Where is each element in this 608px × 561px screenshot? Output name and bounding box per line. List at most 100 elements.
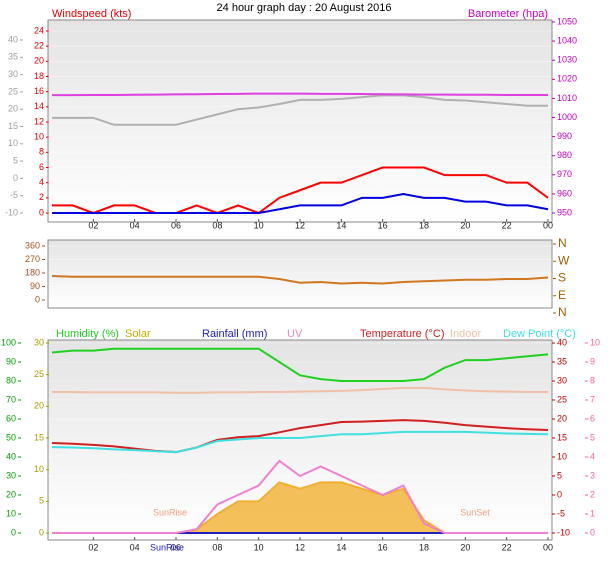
panel-background [47,19,553,223]
y-tick-label: 9 [590,356,595,366]
x-tick-label: 14 [336,542,346,552]
x-tick-label: 14 [336,220,346,230]
y-tick-label: 90 [30,281,40,291]
series-line [52,459,548,534]
x-tick-label: 22 [502,542,512,552]
y-tick-label: 14 [34,101,44,111]
y-tick-label: 960 [557,188,572,198]
y-tick-label: 2 [590,489,595,499]
series-line [51,430,549,454]
y-tick-label: 22 [34,41,44,51]
x-tick-label: 08 [212,220,222,230]
y-tick-label: 40 [8,34,18,44]
y-tick-label: 990 [557,131,572,141]
y-tick-label: -5 [10,190,18,200]
y-tick-label: 970 [557,169,572,179]
graph-title: 24 hour graph day : 20 August 2016 [217,2,392,14]
y-tick-label: 0 [39,207,44,217]
y-tick-label: 10 [557,451,567,461]
y-tick-label: 30 [557,375,567,385]
y-tick-label: 180 [25,267,40,277]
series-line [51,347,549,382]
y-tick-label: 15 [34,432,44,442]
y-tick-label: 35 [557,356,567,366]
axis-label: Barometer (hpa) [468,8,548,20]
x-tick-label: 10 [254,220,264,230]
y-tick-label: 3 [590,470,595,480]
series-line [52,193,549,214]
x-tick-label: 06 [171,542,181,552]
x-tick-label: 18 [419,220,429,230]
y-tick-label: 10 [590,337,600,347]
y-tick-label: 10 [8,138,18,148]
y-tick-label: 1040 [557,35,577,45]
annotation: SunRise [153,507,187,517]
y-tick-label: 2 [39,192,44,202]
panel-background [47,239,553,309]
legend-label: UV [287,328,303,340]
y-tick-label: E [558,288,566,302]
x-tick-label: 04 [130,220,140,230]
x-tick-label: 18 [419,542,429,552]
x-tick-label: 12 [295,220,305,230]
y-tick-label: 15 [557,432,567,442]
x-tick-label: 20 [460,220,470,230]
y-tick-label: 35 [8,52,18,62]
series-line [52,92,548,97]
y-tick-label: 8 [590,375,595,385]
y-tick-label: 50 [6,432,16,442]
y-tick-label: 100 [1,337,16,347]
y-tick-label: 40 [557,337,567,347]
series-line [52,166,549,215]
y-tick-label: 7 [590,394,595,404]
x-tick-label: 08 [212,542,222,552]
y-tick-label: 5 [590,432,595,442]
y-tick-label: 4 [39,177,44,187]
y-tick-label: 25 [34,369,44,379]
y-tick-label: 80 [6,375,16,385]
y-tick-label: 25 [8,86,18,96]
x-tick-label: 22 [502,220,512,230]
x-tick-label: 16 [378,220,388,230]
y-tick-label: 1000 [557,112,577,122]
y-tick-label: 5 [557,470,562,480]
y-tick-label: 8 [39,147,44,157]
y-tick-label: 25 [557,394,567,404]
annotation: SunSet [460,507,490,517]
y-tick-label: 1 [590,508,595,518]
series-line [51,419,549,454]
y-tick-label: N [558,236,567,250]
x-tick-label: 04 [130,542,140,552]
y-tick-label: 10 [34,464,44,474]
y-tick-label: 90 [6,356,16,366]
y-tick-label: W [558,253,570,267]
y-tick-label: 20 [6,489,16,499]
y-tick-label: 15 [8,121,18,131]
y-tick-label: 950 [557,207,572,217]
legend-label: Solar [125,328,151,340]
y-tick-label: 30 [34,337,44,347]
x-tick-label: 12 [295,542,305,552]
y-tick-label: 0 [35,294,40,304]
annotation: SunRise [150,542,184,552]
y-tick-label: 6 [39,162,44,172]
y-tick-label: N [558,305,567,319]
y-tick-label: 1010 [557,93,577,103]
x-tick-label: 10 [254,542,264,552]
y-tick-label: -5 [557,508,565,518]
y-tick-label: 4 [590,451,595,461]
y-tick-label: 0 [39,527,44,537]
legend-label: Dew Point (°C) [503,328,576,340]
x-tick-label: 06 [171,220,181,230]
y-tick-label: 20 [34,401,44,411]
y-tick-label: 10 [34,132,44,142]
y-tick-label: 60 [6,413,16,423]
y-tick-label: -10 [5,207,18,217]
y-tick-label: 20 [557,413,567,423]
series-line [51,275,549,285]
y-tick-label: 70 [6,394,16,404]
y-tick-label: 1020 [557,74,577,84]
x-tick-label: 20 [460,542,470,552]
legend-label: Temperature (°C) [360,328,444,340]
